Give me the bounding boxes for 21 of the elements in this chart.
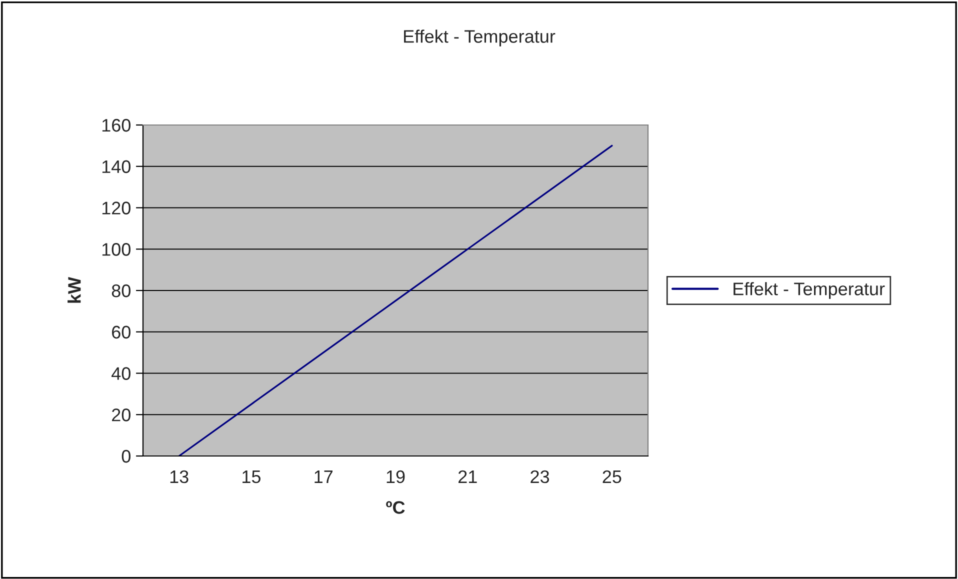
y-tick-label: 0 (122, 450, 130, 463)
y-tick-label: 20 (112, 408, 130, 422)
y-tick-label: 160 (102, 118, 130, 132)
x-tick-label: 21 (458, 470, 477, 483)
y-tick-label: 100 (102, 243, 130, 256)
x-axis-title: ºC (386, 501, 405, 514)
x-tick-label: 23 (530, 470, 550, 484)
y-tick-label: 80 (112, 284, 130, 298)
legend-label: Effekt - Temperatur (734, 282, 885, 299)
x-tick-label: 15 (242, 470, 260, 484)
chart-title: Effekt - Temperatur (404, 30, 556, 46)
x-tick-label: 25 (602, 470, 622, 484)
x-tick-label: 19 (386, 470, 405, 484)
y-axis-title: kW (68, 276, 81, 303)
line-series (178, 144, 613, 456)
y-tick-label: 120 (102, 202, 130, 214)
x-tick-label: 17 (314, 470, 332, 483)
x-tick-label: 13 (170, 470, 188, 484)
y-tick-label: 40 (112, 367, 130, 380)
y-tick-label: 140 (102, 160, 130, 174)
y-tick-label: 60 (112, 326, 130, 339)
